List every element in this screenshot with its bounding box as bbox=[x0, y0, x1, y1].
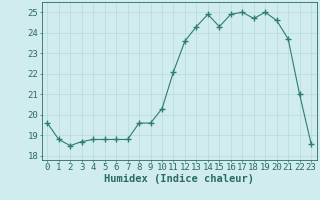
X-axis label: Humidex (Indice chaleur): Humidex (Indice chaleur) bbox=[104, 174, 254, 184]
